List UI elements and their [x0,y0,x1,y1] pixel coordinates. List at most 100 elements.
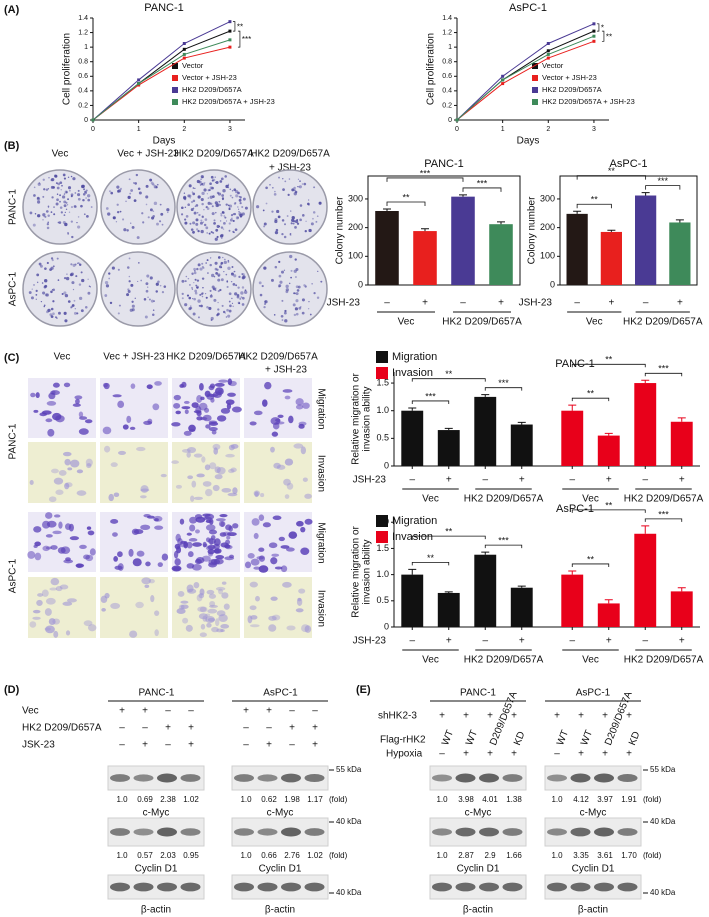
x-tick-label: + [679,475,685,486]
colony [51,196,54,199]
bar [597,603,620,627]
colony [187,203,190,207]
condition-sign: + [578,711,584,722]
colony [42,178,45,181]
y-tick-label: 100 [348,251,363,261]
cell [132,558,142,567]
colony [112,216,116,220]
colony [61,184,63,187]
cell [268,615,277,621]
colony [137,187,141,191]
significance-bracket [386,201,426,206]
colony-dish [22,169,98,245]
legend-swatch [376,531,388,543]
colony [194,270,196,272]
cell [176,608,186,615]
colony [67,232,69,234]
blot-band [257,774,278,782]
colony [229,304,232,308]
colony [33,186,36,189]
cell [214,382,225,387]
significance-bracket [596,23,600,32]
colony-dish [22,251,98,327]
colony [294,258,297,261]
cell [27,550,36,559]
colony [238,210,240,213]
micrograph [244,577,312,638]
colony [202,287,204,289]
cell [220,624,230,629]
row-label: PANC-1 [8,189,19,225]
cell [212,443,221,450]
colony [312,217,314,220]
colony [83,188,86,191]
condition-sign: + [439,711,445,722]
significance-bracket [644,372,683,377]
colony [219,180,223,183]
legend-label: Migration [392,515,437,527]
cell [215,586,226,591]
blot-band [257,828,278,836]
colony [295,276,297,278]
cell [117,400,125,409]
x-tick-label: + [677,298,683,309]
error-bar [481,394,490,397]
colony [69,273,73,277]
colony [203,209,205,211]
cell [208,427,218,432]
colony [119,187,123,190]
colony [225,184,229,189]
cell [244,561,252,569]
colony [204,292,207,295]
colony [265,186,268,190]
colony [45,188,49,191]
cell [108,493,114,502]
colony [218,275,220,277]
group-label: HK2 D209/D657A [464,655,544,666]
colony [47,188,50,190]
cell-line-header: PANC-1 [460,688,496,699]
colony [153,300,155,302]
significance-label: *** [498,378,509,388]
bar [634,533,657,627]
group-label: HK2 D209/D657A [623,317,703,328]
blot-band [479,827,499,837]
colony [281,219,285,222]
cell [280,565,288,573]
cell [50,545,58,550]
colony [233,212,237,216]
cell [85,554,94,562]
condition-label: shHK2-3 [378,711,417,722]
cell [199,632,207,638]
colony [203,188,207,192]
point [228,20,232,24]
cell [216,610,226,617]
cell [41,589,49,597]
cell [63,559,74,564]
colony [223,258,226,261]
cell [69,536,80,541]
colony [128,257,131,260]
cell [232,487,238,495]
colony [303,182,307,186]
colony [312,211,316,214]
cell [128,548,134,557]
colony [293,292,296,295]
colony [36,281,39,284]
cell [53,630,59,638]
bar [670,591,693,627]
cell [200,623,206,630]
colony [117,268,120,271]
colony [305,220,307,223]
cell [204,464,211,471]
bar [561,410,584,466]
colony [316,215,319,218]
colony [65,208,68,211]
cell [230,467,237,473]
colony [150,181,154,185]
colony [196,211,199,214]
x-axis-label: Days [517,136,540,147]
cell [188,538,198,542]
cell [302,477,308,482]
cell [72,403,81,407]
